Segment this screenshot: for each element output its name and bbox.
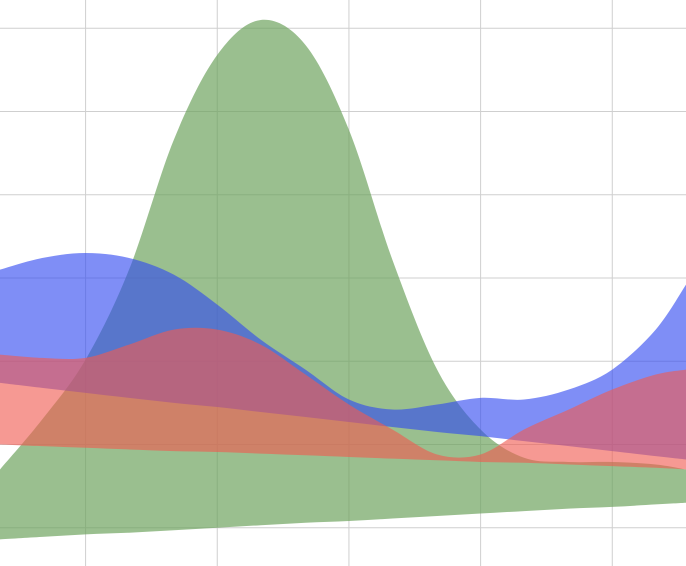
areas: [0, 19, 686, 540]
area-band: [0, 253, 686, 460]
area-band: [0, 327, 686, 470]
